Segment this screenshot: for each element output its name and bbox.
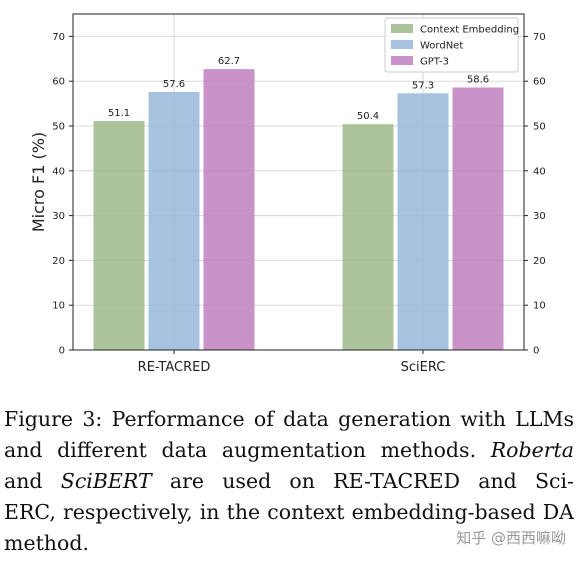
y-tick-label-right: 10	[533, 301, 546, 312]
caption-line-3-and: and	[4, 469, 43, 493]
caption-line-2: and different data augmentation methods.…	[4, 435, 574, 466]
y-tick-label: 0	[59, 346, 65, 357]
data-label: 62.7	[218, 56, 240, 67]
y-tick-label-right: 40	[533, 166, 546, 177]
data-label: 57.3	[412, 80, 434, 91]
caption-line-3-text: are used on RE-TACRED and Sci-	[169, 469, 574, 493]
x-tick-label: SciERC	[401, 360, 446, 375]
plot-frame	[72, 13, 525, 351]
legend-entry: WordNet	[420, 41, 463, 52]
bar	[203, 69, 255, 350]
bar	[452, 87, 504, 351]
caption-line-1: Figure 3: Performance of data generation…	[4, 407, 574, 431]
y-tick-label: 60	[52, 77, 65, 88]
legend-swatch	[391, 56, 413, 65]
y-tick-label: 20	[52, 256, 65, 267]
figure-caption: Figure 3: Performance of data generation…	[4, 404, 574, 559]
y-tick-label: 30	[52, 211, 65, 222]
caption-line-2-text: and different data augmentation methods.	[4, 438, 477, 462]
caption-line-3: and SciBERT are used on RE-TACRED and Sc…	[4, 466, 574, 497]
data-label: 58.6	[467, 74, 489, 85]
y-axis-label: Micro F1 (%)	[29, 132, 48, 232]
y-tick-label: 70	[52, 32, 65, 43]
caption-line-5: method.	[4, 531, 89, 555]
y-tick-label: 50	[52, 122, 65, 133]
y-tick-label-right: 0	[533, 346, 539, 357]
data-label: 50.4	[357, 111, 379, 122]
legend-box	[384, 17, 519, 73]
data-label: 57.6	[163, 79, 185, 90]
legend-swatch	[391, 24, 413, 33]
data-label: 51.1	[108, 108, 130, 119]
y-tick-label-right: 70	[533, 32, 546, 43]
bar	[397, 93, 449, 351]
y-tick-label-right: 50	[533, 122, 546, 133]
bar	[148, 91, 200, 351]
y-tick-label-right: 60	[533, 77, 546, 88]
watermark: 知乎 @西西嘛呦	[456, 529, 566, 547]
x-tick-label: RE-TACRED	[138, 360, 211, 375]
legend-swatch	[391, 40, 413, 49]
legend-entry: Context Embedding	[420, 25, 519, 36]
y-tick-label-right: 20	[533, 256, 546, 267]
bar	[342, 124, 394, 350]
caption-roberta: Roberta	[490, 438, 574, 462]
caption-scibert: SciBERT	[60, 469, 152, 493]
legend-entry: GPT-3	[420, 57, 449, 68]
caption-line-4: ERC, respectively, in the context embedd…	[4, 500, 574, 524]
bar-chart: 51.1 50.4 57.6 57.3 62.7 58.6 0 0 10 10 20 20 30 30 40…	[29, 13, 546, 375]
y-tick-label: 10	[52, 301, 65, 312]
y-tick-label-right: 30	[533, 211, 546, 222]
bar	[93, 121, 145, 351]
y-tick-label: 40	[52, 166, 65, 177]
